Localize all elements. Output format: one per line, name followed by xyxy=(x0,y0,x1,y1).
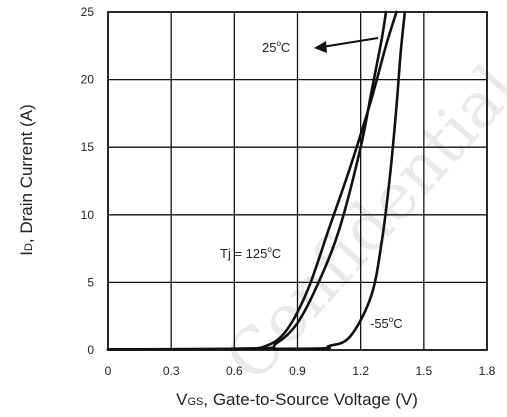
y-tick-label: 15 xyxy=(81,140,95,154)
y-axis-title: ID, Drain Current (A) xyxy=(17,104,36,256)
series-line-minus55c xyxy=(106,10,407,351)
y-tick-label: 20 xyxy=(81,73,95,87)
y-tick-label: 0 xyxy=(87,343,94,357)
curves xyxy=(106,10,407,351)
annotation-125c-degree: o xyxy=(267,245,272,254)
annotation-minus55c: -55oC xyxy=(370,315,403,331)
y-tick-label: 10 xyxy=(81,208,95,222)
annotation-125c-text: Tj = 125 xyxy=(220,246,267,261)
y-axis-title-rest: , Drain Current (A) xyxy=(17,104,36,243)
annotation-25c-arrow-shaft xyxy=(321,37,379,48)
annotation-125c-unit: C xyxy=(272,246,281,261)
watermark: Confidential xyxy=(212,52,507,396)
annotation-25c-arrow-head xyxy=(314,41,327,53)
annotation-25c-text: 25 xyxy=(262,40,276,55)
annotation-minus55c-degree: o xyxy=(389,315,394,324)
x-tick-label: 0 xyxy=(105,364,112,378)
y-axis-title-sub: D xyxy=(23,243,35,251)
x-axis-title-main: V xyxy=(176,390,188,409)
y-axis-title-main: I xyxy=(17,251,36,256)
x-axis-title: VGS, Gate-to-Source Voltage (V) xyxy=(176,390,418,409)
plot-frame xyxy=(107,11,488,351)
annotation-25c: 25oC xyxy=(262,39,290,55)
tick-labels: 0 0.3 0.6 0.9 1.2 1.5 1.8 0 5 10 15 20 25 xyxy=(81,5,496,378)
grid xyxy=(108,12,487,350)
x-tick-label: 0.6 xyxy=(226,364,243,378)
x-axis-title-sub: GS xyxy=(187,396,203,408)
x-tick-label: 1.5 xyxy=(415,364,432,378)
annotation-25c-unit: C xyxy=(281,40,290,55)
y-tick-label: 25 xyxy=(81,5,95,19)
annotation-minus55c-text: -55 xyxy=(370,316,389,331)
annotation-minus55c-unit: C xyxy=(393,316,402,331)
x-tick-label: 1.8 xyxy=(479,364,496,378)
x-tick-label: 1.2 xyxy=(352,364,369,378)
x-tick-label: 0.9 xyxy=(289,364,306,378)
y-tick-label: 5 xyxy=(87,275,94,289)
annotation-125c: Tj = 125oC xyxy=(220,245,281,261)
annotation-25c-degree: o xyxy=(276,39,281,48)
x-tick-label: 0.3 xyxy=(163,364,180,378)
x-axis-title-rest: , Gate-to-Source Voltage (V) xyxy=(203,390,418,409)
